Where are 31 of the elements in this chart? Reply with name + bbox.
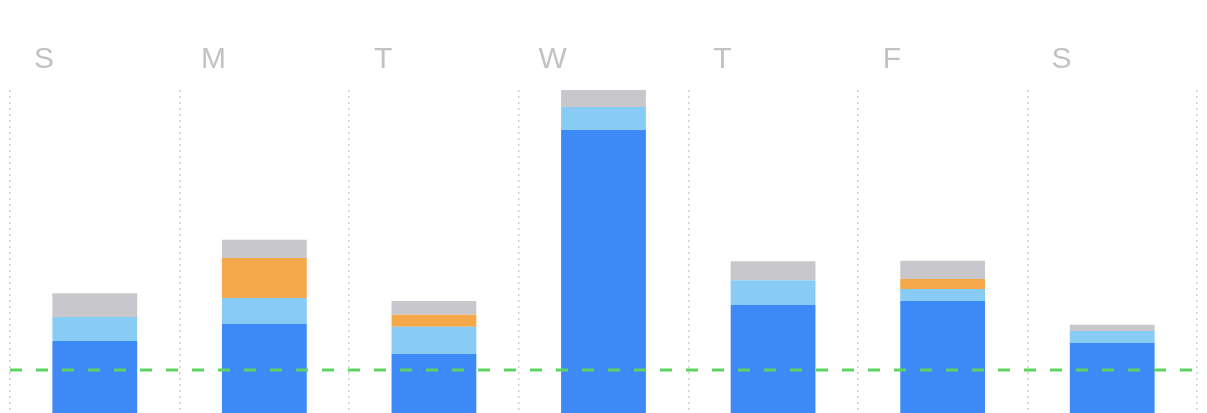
bar [1069,330,1155,343]
bar [900,260,986,279]
x-tick-label: W [538,41,568,75]
bar [52,317,138,341]
bar [221,323,307,413]
bar [561,107,646,131]
bar [52,340,138,413]
x-tick-label: F [882,41,902,75]
bar [221,257,307,299]
bar [730,280,816,306]
bar [1069,324,1155,331]
bar [52,293,138,318]
bar [900,288,986,301]
bar [561,130,646,413]
bar [221,239,307,258]
bar [730,261,816,281]
bar [391,314,477,327]
x-tick-label: M [201,41,227,75]
x-tick-label: T [373,41,393,75]
bar [221,298,307,324]
bar [391,353,477,413]
bar [561,90,646,108]
x-tick-label: S [33,41,55,75]
bar [1069,342,1155,413]
x-tick-label: S [1051,41,1072,75]
bar [391,326,477,354]
bar [900,300,986,413]
bar [730,305,816,413]
x-tick-label: T [713,41,732,75]
bar [900,278,986,289]
bar [391,300,477,315]
